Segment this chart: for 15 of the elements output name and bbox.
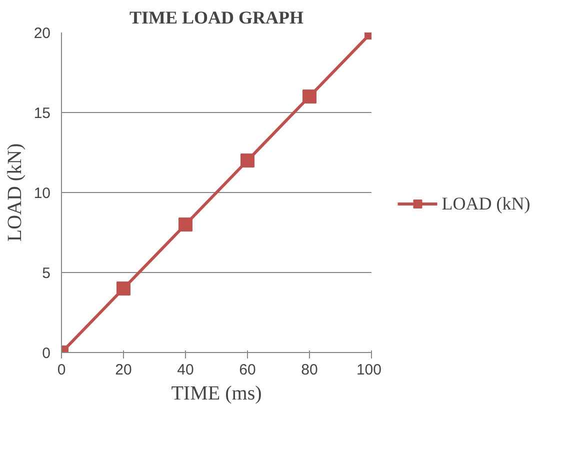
x-axis-title: TIME (ms) — [171, 382, 262, 404]
y-axis-title: LOAD (kN) — [4, 143, 26, 242]
y-tick-label: 20 — [34, 25, 51, 42]
y-tick-label: 10 — [34, 185, 51, 202]
x-tick-label: 40 — [177, 362, 194, 378]
x-tick-label: 20 — [115, 362, 132, 378]
y-tick-label: 5 — [42, 265, 50, 282]
x-tick-label: 80 — [301, 362, 318, 378]
chart-title: TIME LOAD GRAPH — [129, 8, 304, 28]
y-tick-label: 15 — [34, 105, 51, 122]
legend-label: LOAD (kN) — [442, 193, 530, 214]
x-tick-label: 60 — [239, 362, 256, 378]
y-tick-label: 0 — [42, 345, 50, 362]
x-tick-label: 0 — [57, 362, 66, 378]
x-tick-label: 100 — [356, 362, 382, 378]
